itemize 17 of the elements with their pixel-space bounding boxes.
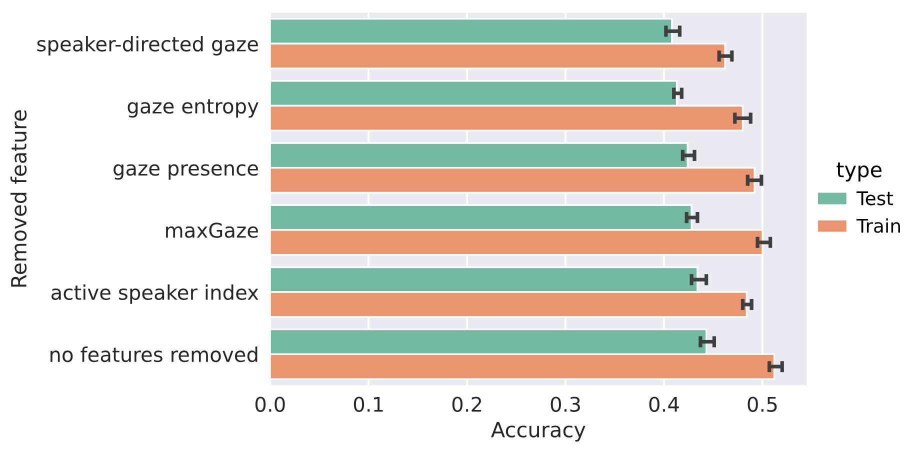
legend-label: Train bbox=[856, 218, 900, 233]
x-tick-label: 0.5 bbox=[748, 396, 777, 412]
x-tick-label: 0.3 bbox=[550, 396, 580, 412]
x-tick-label: 0.0 bbox=[255, 396, 285, 412]
x-tick-label: 0.4 bbox=[649, 396, 679, 412]
y-tick-label: no features removed bbox=[50, 346, 258, 362]
y-axis-title: Removed feature bbox=[10, 110, 27, 287]
x-axis-title: Accuracy bbox=[491, 422, 586, 442]
legend-label: Test bbox=[856, 191, 894, 206]
x-tick-label: 0.2 bbox=[452, 396, 482, 412]
legend-title: type bbox=[836, 162, 882, 182]
y-tick-label: active speaker index bbox=[52, 284, 258, 304]
y-tick-label: maxGaze bbox=[166, 222, 258, 238]
y-tick-label: speaker-directed gaze bbox=[37, 36, 258, 56]
y-tick-label: gaze presence bbox=[114, 164, 258, 180]
y-tick-label: gaze entropy bbox=[128, 99, 258, 118]
x-tick-label: 0.1 bbox=[354, 396, 383, 412]
